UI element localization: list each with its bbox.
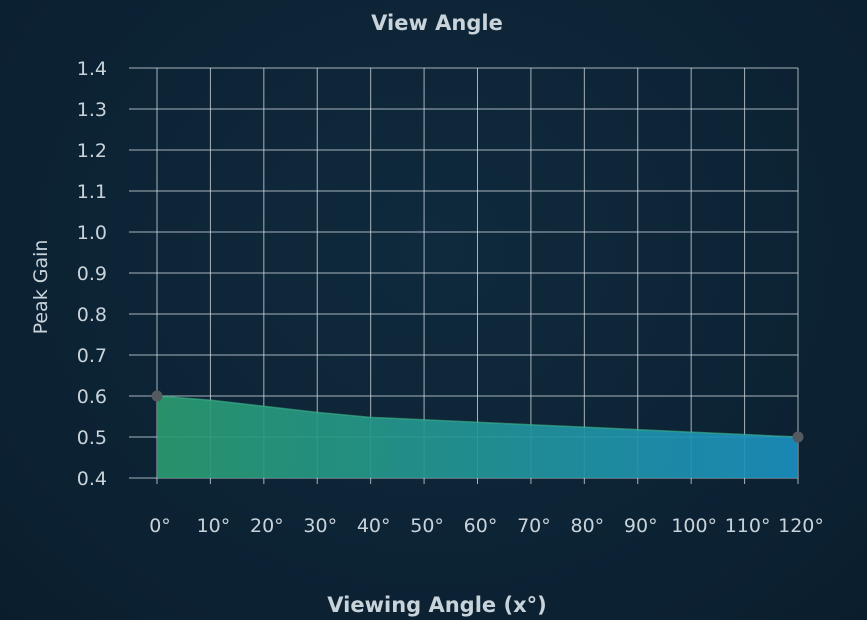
x-tick-label: 120° <box>778 515 824 537</box>
y-tick-label: 1.0 <box>77 222 107 244</box>
y-tick-label: 0.9 <box>77 263 107 285</box>
x-tick-label: 40° <box>357 515 391 537</box>
area-line <box>156 395 799 438</box>
x-tick-label: 80° <box>570 515 604 537</box>
x-tick-label: 10° <box>197 515 231 537</box>
data-point-marker[interactable] <box>792 431 804 443</box>
y-axis-title: Peak Gain <box>30 240 52 335</box>
y-tick-label: 0.5 <box>77 427 107 449</box>
y-tick-label: 1.4 <box>77 58 107 80</box>
y-tick-label: 0.8 <box>77 304 107 326</box>
x-tick-label: 20° <box>250 515 284 537</box>
y-tick-label: 0.7 <box>77 345 107 367</box>
x-tick-label: 0° <box>149 515 171 537</box>
data-point-marker[interactable] <box>151 390 163 402</box>
x-tick-label: 50° <box>410 515 444 537</box>
area-series <box>156 395 799 478</box>
x-tick-label: 100° <box>671 515 717 537</box>
chart-title: View Angle <box>371 11 503 35</box>
x-tick-label: 110° <box>725 515 771 537</box>
x-axis-title: Viewing Angle (x°) <box>327 593 546 617</box>
markers <box>151 390 804 443</box>
x-axis-ticks: 0° 10° 20° 30° 40° 50° 60° 70° 80° 90° 100° 110° 120… <box>149 515 824 537</box>
area-fill <box>157 396 798 478</box>
y-tick-label: 1.1 <box>77 181 107 203</box>
x-tick-label: 60° <box>464 515 498 537</box>
y-axis-ticks: 0.4 0.5 0.6 0.7 0.8 0.9 1.0 1.1 1.2 1.3 1.4 <box>77 58 107 490</box>
x-tick-label: 30° <box>303 515 337 537</box>
y-tick-label: 1.3 <box>77 99 107 121</box>
x-tick-label: 70° <box>517 515 551 537</box>
y-tick-label: 0.6 <box>77 386 107 408</box>
y-tick-label: 0.4 <box>77 468 107 490</box>
y-tick-label: 1.2 <box>77 140 107 162</box>
x-tick-label: 90° <box>624 515 658 537</box>
